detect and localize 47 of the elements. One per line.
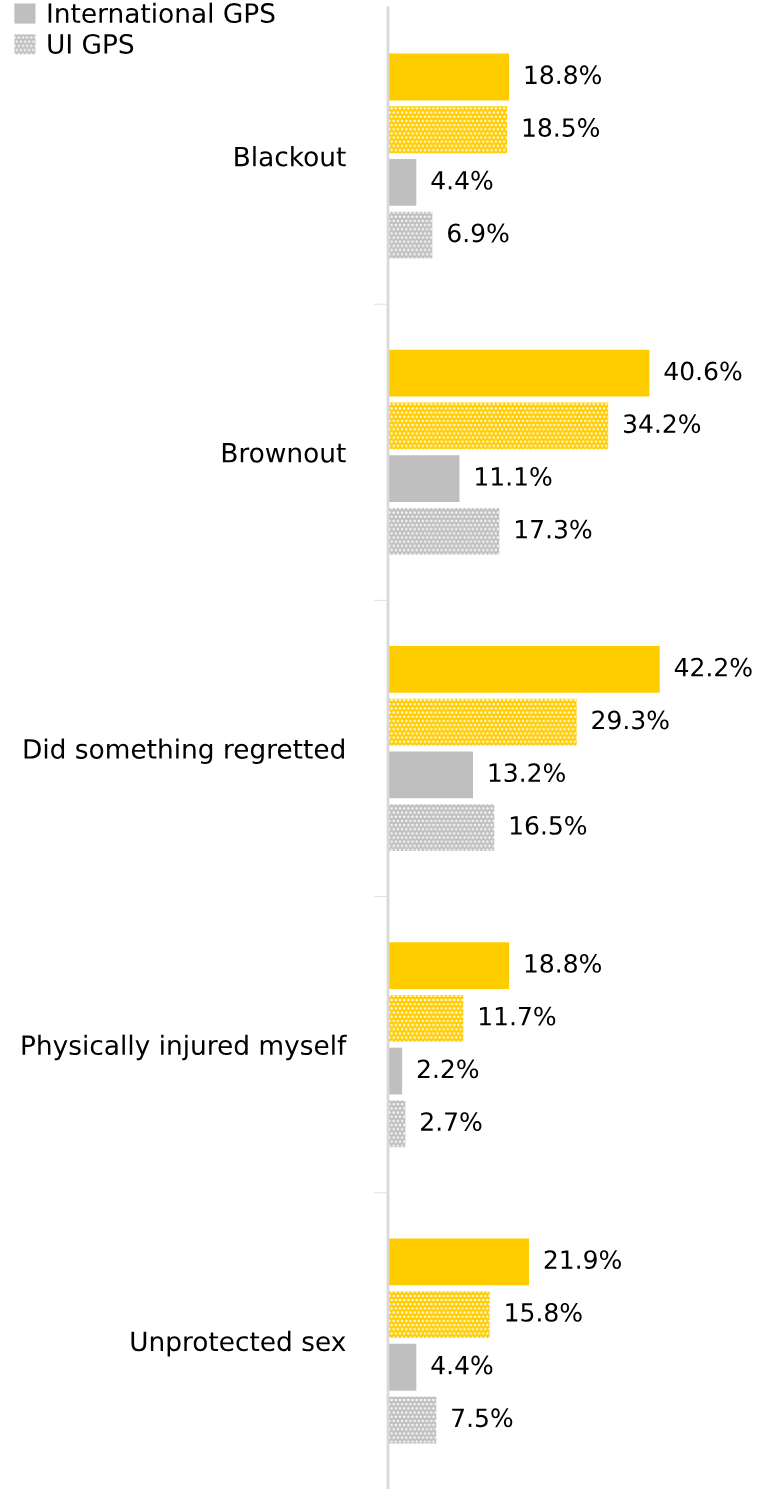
bar (388, 211, 433, 259)
data-label: 21.9% (544, 1250, 621, 1270)
data-label: 11.1% (476, 467, 552, 486)
data-label: 4.4% (431, 1355, 493, 1375)
data-label: 4.4% (431, 170, 493, 190)
data-label: 42.2% (674, 657, 752, 677)
data-label: 29.3% (592, 710, 669, 730)
bar (388, 507, 500, 555)
bar (388, 1238, 530, 1286)
data-label: 15.8% (506, 1302, 582, 1322)
data-label: 7.5% (452, 1408, 513, 1428)
y-tick-label: Did something regretted (24, 738, 344, 765)
bar (388, 1047, 403, 1095)
data-label: 17.3% (516, 519, 592, 539)
data-label: 18.5% (523, 118, 600, 137)
bar (388, 804, 495, 851)
data-label: 34.2% (624, 414, 701, 434)
y-tick-label: Blackout (235, 146, 346, 167)
bar (388, 159, 417, 206)
data-label: 13.2% (489, 763, 565, 783)
bar (388, 942, 510, 990)
data-label: 18.8% (525, 65, 601, 85)
bar (388, 1100, 406, 1148)
data-label: 6.9% (448, 223, 509, 243)
data-label: 2.7% (421, 1112, 482, 1132)
bar (388, 349, 650, 397)
y-tick-label: Unprotected sex (131, 1330, 346, 1357)
data-label: 16.5% (510, 815, 587, 835)
legend-label: International GPS (48, 2, 275, 24)
data-label: 11.7% (479, 1006, 556, 1026)
bar (388, 994, 464, 1042)
bar (388, 455, 460, 503)
bar (388, 646, 660, 693)
y-tick-label: Physically injured myself (22, 1034, 347, 1061)
bar (388, 1291, 490, 1338)
bar (388, 106, 508, 154)
legend-label: UI GPS (48, 33, 134, 54)
data-label: 18.8% (525, 953, 601, 973)
bar (388, 53, 510, 101)
bar (388, 751, 473, 799)
bar (388, 1396, 437, 1444)
bar (388, 698, 577, 746)
bar (388, 402, 609, 450)
data-label: 2.2% (417, 1059, 479, 1079)
bar (388, 1343, 417, 1391)
data-label: 40.6% (664, 361, 742, 381)
y-tick-label: Brownout (222, 443, 346, 463)
